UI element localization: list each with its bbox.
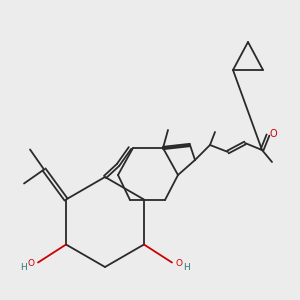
Text: O: O [175, 259, 182, 268]
Text: O: O [28, 259, 35, 268]
Text: O: O [270, 129, 277, 140]
Text: H: H [20, 263, 26, 272]
Text: H: H [184, 263, 190, 272]
